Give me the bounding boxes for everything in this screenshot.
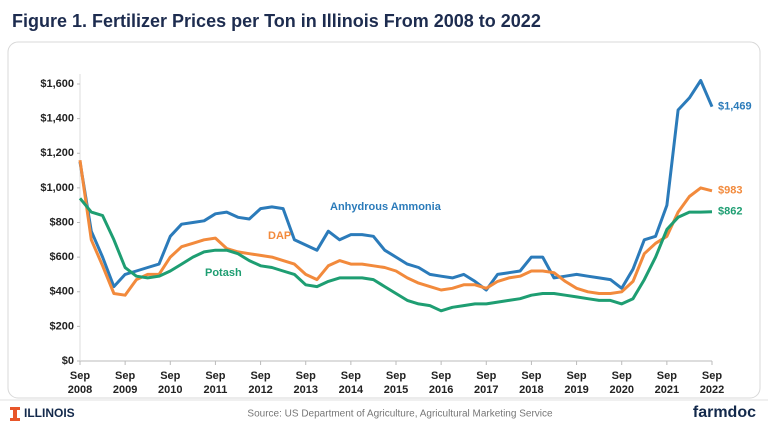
y-tick-label: $0 — [62, 355, 74, 367]
illinois-logo-icon — [10, 407, 20, 421]
value-label: $983 — [718, 185, 742, 197]
footer-logo: ILLINOIS — [24, 406, 75, 420]
x-tick-label-line: 2010 — [158, 384, 182, 396]
x-tick-label-line: 2015 — [384, 384, 408, 396]
x-tick-label-line: 2017 — [474, 384, 498, 396]
x-tick-label-line: Sep — [702, 370, 722, 382]
x-tick-label: Sep 2019 — [564, 370, 588, 396]
series-label: Potash — [205, 267, 242, 279]
series-line — [78, 159, 713, 297]
x-tick-label-line: Sep — [431, 370, 451, 382]
series-label: DAP — [268, 230, 291, 242]
x-tick-label-line: 2021 — [655, 384, 679, 396]
y-tick-label: $600 — [50, 251, 74, 263]
x-tick-label-line: 2011 — [203, 384, 227, 396]
x-tick-label: Sep 2014 — [339, 370, 364, 396]
x-tick-label: Sep 2018 — [519, 370, 543, 396]
y-tick-label: $200 — [50, 320, 74, 332]
x-tick-label-line: Sep — [341, 370, 361, 382]
footer-source: Source: US Department of Agriculture, Ag… — [247, 409, 553, 420]
series-line — [78, 197, 713, 313]
x-tick-label-line: 2008 — [68, 384, 92, 396]
x-tick-label-line: Sep — [70, 370, 90, 382]
y-tick-label: $800 — [50, 216, 74, 228]
chart-panel — [7, 41, 761, 399]
y-tick-label: $1,200 — [40, 147, 74, 159]
x-tick-label-line: Sep — [115, 370, 135, 382]
value-label: $862 — [718, 206, 742, 218]
x-tick-label: Sep 2021 — [655, 370, 679, 396]
x-tick-label-line: Sep — [205, 370, 225, 382]
x-tick-label-line: Sep — [521, 370, 541, 382]
value-label: $1,469 — [718, 101, 752, 113]
x-tick-label-line: 2016 — [429, 384, 453, 396]
x-tick-label-line: Sep — [160, 370, 180, 382]
x-tick-label-line: 2014 — [339, 384, 364, 396]
x-tick-label-line: 2013 — [293, 384, 317, 396]
series-label: Anhydrous Ammonia — [330, 201, 442, 213]
x-tick-label-line: Sep — [566, 370, 586, 382]
x-tick-label-line: 2018 — [519, 384, 543, 396]
y-tick-label: $1,400 — [40, 113, 74, 125]
x-tick-label-line: Sep — [296, 370, 316, 382]
x-tick-label-line: Sep — [476, 370, 496, 382]
x-tick-label-line: 2009 — [113, 384, 137, 396]
x-tick-label: Sep 2013 — [293, 370, 317, 396]
footer-brand: farmdoc — [693, 404, 756, 421]
x-tick-label: Sep 2017 — [474, 370, 498, 396]
x-tick-label-line: Sep — [657, 370, 677, 382]
x-tick-label-line: 2012 — [248, 384, 272, 396]
x-tick-label-line: 2022 — [700, 384, 724, 396]
x-tick-label: Sep 2022 — [700, 370, 724, 396]
x-tick-label-line: 2020 — [609, 384, 633, 396]
y-tick-label: $1,600 — [40, 78, 74, 90]
x-tick-label: Sep 2011 — [203, 370, 227, 396]
x-tick-label-line: Sep — [386, 370, 406, 382]
chart-title: Figure 1. Fertilizer Prices per Ton in I… — [12, 11, 541, 31]
x-tick-label: Sep 2009 — [113, 370, 137, 396]
x-tick-label: Sep 2015 — [384, 370, 408, 396]
x-tick-label: Sep 2008 — [68, 370, 92, 396]
x-tick-label-line: Sep — [612, 370, 632, 382]
series-line — [78, 79, 714, 292]
y-tick-label: $400 — [50, 286, 74, 298]
x-tick-label-line: 2019 — [564, 384, 588, 396]
x-tick-label-line: Sep — [250, 370, 270, 382]
x-tick-label: Sep 2016 — [429, 370, 453, 396]
y-tick-label: $1,000 — [40, 182, 74, 194]
x-tick-label: Sep 2020 — [609, 370, 633, 396]
x-tick-label: Sep 2010 — [158, 370, 182, 396]
x-tick-label: Sep 2012 — [248, 370, 272, 396]
